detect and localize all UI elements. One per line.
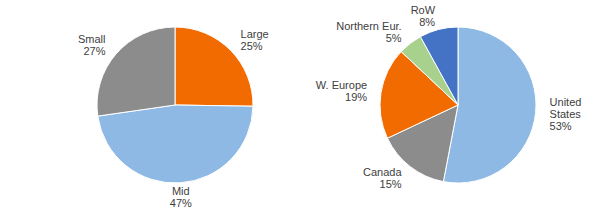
svg-text:W. Europe19%: W. Europe19% — [316, 79, 368, 103]
svg-text:Canada15%: Canada15% — [363, 166, 402, 190]
svg-text:Mid47%: Mid47% — [170, 185, 192, 209]
svg-text:UnitedStates53%: UnitedStates53% — [550, 96, 582, 132]
svg-text:RoW8%: RoW8% — [411, 4, 436, 28]
svg-text:Large25%: Large25% — [241, 28, 269, 52]
svg-text:Northern Eur.5%: Northern Eur.5% — [336, 20, 402, 44]
svg-text:Small27%: Small27% — [78, 33, 106, 57]
